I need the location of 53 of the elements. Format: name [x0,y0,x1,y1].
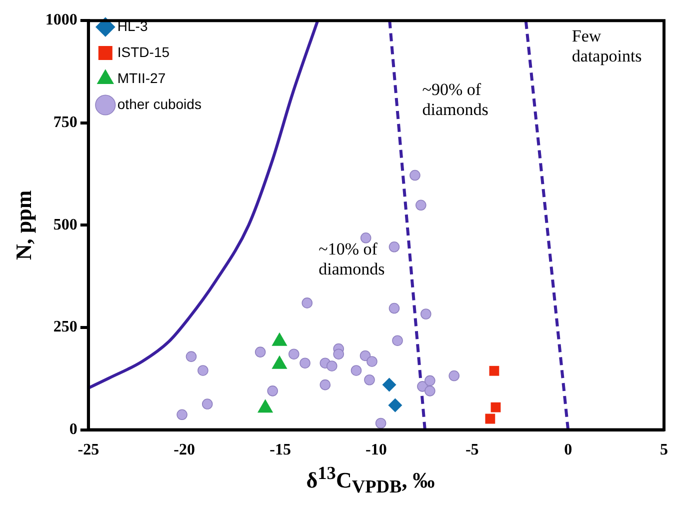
y-tick-label: 1000 [45,12,78,29]
annotation: ~10% of diamonds [318,239,385,278]
point [300,358,310,368]
point [288,348,300,360]
point [448,370,460,382]
y-tick-label: 250 [53,318,78,336]
annotation: ~90% of diamonds [422,80,488,119]
point [416,200,426,211]
point [424,375,436,386]
x-tick-label: 5 [660,442,668,459]
point [267,386,278,396]
point [375,418,386,429]
y-tick-label: 750 [53,114,78,132]
point [485,414,496,424]
point [254,346,266,358]
x-tick-label: -20 [174,442,195,459]
point [350,365,362,376]
point [360,232,372,244]
x-axis-title: δ$^{13}$C$_{VPDB}$, ‰ [305,463,436,498]
point [490,402,501,412]
x-tick-label: -15 [270,442,291,459]
x-tick-label: 0 [564,442,572,459]
point [410,170,420,181]
point [198,365,208,376]
point [202,398,213,410]
point [388,241,400,252]
point [176,409,188,420]
point [388,302,400,314]
y-tick-label: 500 [53,216,78,234]
point [392,335,403,346]
point [364,374,375,386]
legend-label: MTII-27 [117,70,166,86]
point [489,366,500,376]
x-tick-label: -5 [465,442,479,459]
legend-label: ISTD-15 [117,44,170,60]
x-tick-label: -25 [78,442,100,459]
point [388,398,402,412]
point [424,386,436,396]
point [326,360,338,372]
point [366,356,378,367]
legend-label: other cuboids [117,96,202,112]
point [420,308,432,320]
x-tick-label: -10 [366,442,387,459]
point [186,351,197,362]
point [320,379,331,390]
point [302,298,313,308]
y-tick-label: 0 [69,420,78,438]
y-axis-title: N, ppm [10,190,36,260]
point [360,350,371,362]
point [382,378,396,392]
point [333,348,344,360]
annotation: Few datapoints [572,26,642,66]
line-series [88,20,320,390]
